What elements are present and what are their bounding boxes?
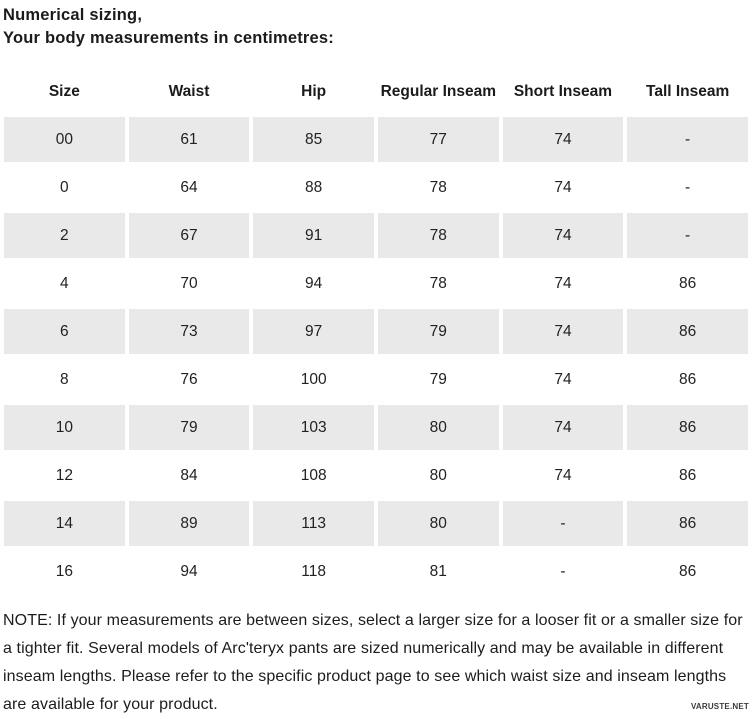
page-header: Numerical sizing, Your body measurements…: [0, 0, 752, 50]
table-row: 0 64 88 78 74-: [4, 165, 748, 210]
table-row: 00 61 85 77 74-: [4, 117, 748, 162]
column-header-waist: Waist: [168, 83, 210, 100]
table-cell: 94: [253, 261, 374, 306]
note-text: NOTE: If your measurements are between s…: [3, 612, 743, 713]
table-cell: 79: [377, 357, 499, 402]
table-cell: 16: [4, 549, 125, 594]
table-cell: 74: [502, 261, 624, 306]
table-cell: -: [627, 165, 748, 210]
table-row: 4 70 94 78 74 86: [4, 261, 748, 306]
table-cell: 4: [4, 261, 125, 306]
table-cell: 103: [253, 405, 374, 450]
table-cell: 67: [128, 213, 250, 258]
column-header-regular-inseam: Regular Inseam: [380, 83, 497, 100]
table-row: 12 84 108 80 74 86: [4, 453, 748, 498]
table-cell: 80: [377, 501, 499, 546]
table-cell: 91: [253, 213, 374, 258]
table-cell: 89: [128, 501, 250, 546]
table-row: 14 89 113 80-86: [4, 501, 748, 546]
table-cell: 64: [128, 165, 250, 210]
table-cell: 86: [627, 405, 748, 450]
column-header-size: Size: [48, 83, 80, 100]
table-row: 6 73 97 79 74 86: [4, 309, 748, 354]
size-table-head: Size Waist Hip Regular Inseam Short Inse…: [4, 74, 748, 114]
table-cell: 74: [502, 309, 624, 354]
table-cell: 108: [253, 453, 374, 498]
table-cell: 86: [627, 453, 748, 498]
table-cell: 61: [128, 117, 250, 162]
column-header-hip: Hip: [301, 83, 327, 100]
table-cell: 74: [502, 117, 624, 162]
table-row: 2 67 91 78 74-: [4, 213, 748, 258]
table-row: 8 76 100 79 74 86: [4, 357, 748, 402]
column-header-short-inseam: Short Inseam: [513, 83, 613, 100]
table-cell: 81: [377, 549, 499, 594]
table-cell: 2: [4, 213, 125, 258]
table-cell: 100: [253, 357, 374, 402]
table-cell: 0: [4, 165, 125, 210]
table-cell: 76: [128, 357, 250, 402]
page-title-line-1: Numerical sizing,: [3, 6, 143, 24]
table-row: 10 79 103 80 74 86: [4, 405, 748, 450]
page-title-line-2: Your body measurements in centimetres:: [3, 29, 334, 47]
table-cell: 80: [377, 453, 499, 498]
table-cell: 86: [627, 261, 748, 306]
table-cell: 78: [377, 165, 499, 210]
table-cell: 85: [253, 117, 374, 162]
table-cell: 14: [4, 501, 125, 546]
column-header-tall-inseam: Tall Inseam: [646, 83, 730, 100]
table-cell: 73: [128, 309, 250, 354]
table-cell: 00: [4, 117, 125, 162]
table-header-row: Size Waist Hip Regular Inseam Short Inse…: [4, 74, 748, 114]
table-cell: 79: [128, 405, 250, 450]
table-cell: 86: [627, 357, 748, 402]
table-cell: 86: [627, 309, 748, 354]
table-cell: 84: [128, 453, 250, 498]
table-cell: -: [502, 549, 624, 594]
table-row: 16 94 118 81-86: [4, 549, 748, 594]
table-cell: 80: [377, 405, 499, 450]
table-cell: 97: [253, 309, 374, 354]
table-cell: 78: [377, 213, 499, 258]
table-cell: 74: [502, 453, 624, 498]
table-cell: 8: [4, 357, 125, 402]
table-cell: 6: [4, 309, 125, 354]
table-cell: 77: [377, 117, 499, 162]
table-cell: 70: [128, 261, 250, 306]
table-cell: 86: [627, 501, 748, 546]
watermark: VARUSTE.NET: [690, 702, 749, 711]
table-cell: 79: [377, 309, 499, 354]
table-cell: 74: [502, 357, 624, 402]
table-cell: 113: [253, 501, 374, 546]
table-cell: 118: [253, 549, 374, 594]
table-cell: 74: [502, 405, 624, 450]
table-cell: 10: [4, 405, 125, 450]
table-cell: -: [627, 213, 748, 258]
table-cell: -: [502, 501, 624, 546]
table-cell: 86: [627, 549, 748, 594]
table-cell: 74: [502, 165, 624, 210]
size-table-body: 00 61 85 77 74-0 64 88 78 74-2 67 91 78 74-4 70 94 78 74…: [4, 117, 748, 594]
table-cell: 94: [128, 549, 250, 594]
table-cell: 78: [377, 261, 499, 306]
table-cell: -: [627, 117, 748, 162]
table-cell: 88: [253, 165, 374, 210]
table-cell: 12: [4, 453, 125, 498]
table-cell: 74: [502, 213, 624, 258]
size-table: Size Waist Hip Regular Inseam Short Inse…: [0, 71, 752, 597]
